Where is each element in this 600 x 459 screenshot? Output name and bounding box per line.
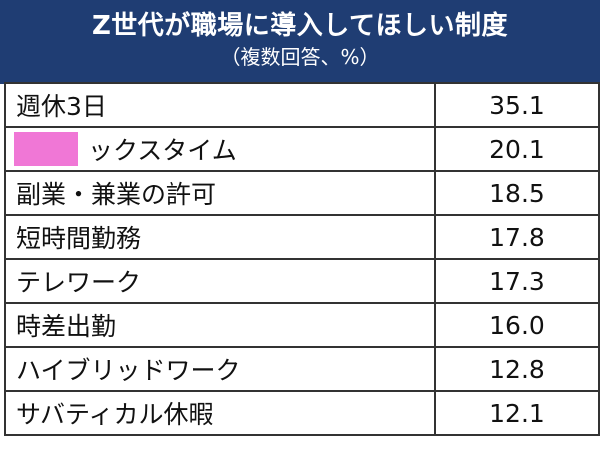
table-row: ハイブリッドワーク 12.8 (4, 346, 600, 392)
row-label: 副業・兼業の許可 (4, 170, 436, 216)
row-label: 時差出勤 (4, 302, 436, 348)
row-label: ハイブリッドワーク (4, 346, 436, 392)
table-row: 週休3日 35.1 (4, 82, 600, 128)
row-label-cell: ックスタイム (4, 126, 436, 172)
table-row: 時差出勤 16.0 (4, 302, 600, 348)
row-label: サバティカル休暇 (4, 390, 436, 436)
redaction-box (14, 132, 78, 166)
table-title: Z世代が職場に導入してほしい制度 (91, 11, 509, 41)
table-header: Z世代が職場に導入してほしい制度 （複数回答、%） (0, 0, 600, 84)
row-label: 短時間勤務 (4, 214, 436, 260)
row-value: 18.5 (434, 170, 600, 216)
table-row: ックスタイム 20.1 (4, 126, 600, 172)
row-value: 12.8 (434, 346, 600, 392)
row-value: 17.3 (434, 258, 600, 304)
row-value: 17.8 (434, 214, 600, 260)
row-value: 12.1 (434, 390, 600, 436)
row-value: 35.1 (434, 82, 600, 128)
row-label: ックスタイム (88, 136, 237, 165)
row-label: テレワーク (4, 258, 436, 304)
table-row: サバティカル休暇 12.1 (4, 390, 600, 436)
table-row: テレワーク 17.3 (4, 258, 600, 304)
row-value: 20.1 (434, 126, 600, 172)
table-row: 短時間勤務 17.8 (4, 214, 600, 260)
table-subtitle: （複数回答、%） (220, 45, 380, 69)
row-label: 週休3日 (4, 82, 436, 128)
table-row: 副業・兼業の許可 18.5 (4, 170, 600, 216)
survey-table: 週休3日 35.1 ックスタイム 20.1 副業・兼業の許可 18.5 短時間勤… (4, 82, 600, 436)
row-value: 16.0 (434, 302, 600, 348)
